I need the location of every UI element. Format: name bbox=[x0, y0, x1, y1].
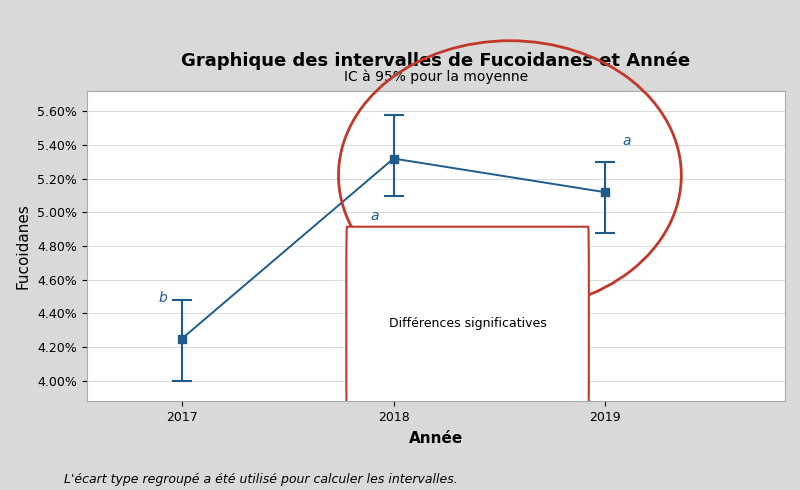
Text: a: a bbox=[370, 209, 378, 223]
Y-axis label: Fucoidanes: Fucoidanes bbox=[15, 203, 30, 289]
Text: IC à 95% pour la moyenne: IC à 95% pour la moyenne bbox=[344, 70, 528, 84]
X-axis label: Année: Année bbox=[409, 431, 463, 445]
Text: L'écart type regroupé a été utilisé pour calculer les intervalles.: L'écart type regroupé a été utilisé pour… bbox=[64, 473, 458, 486]
FancyBboxPatch shape bbox=[346, 227, 589, 420]
Text: a: a bbox=[622, 134, 630, 148]
Text: Différences significatives: Différences significatives bbox=[389, 317, 546, 330]
Text: b: b bbox=[158, 291, 167, 305]
Title: Graphique des intervalles de Fucoidanes et Année: Graphique des intervalles de Fucoidanes … bbox=[182, 52, 690, 70]
